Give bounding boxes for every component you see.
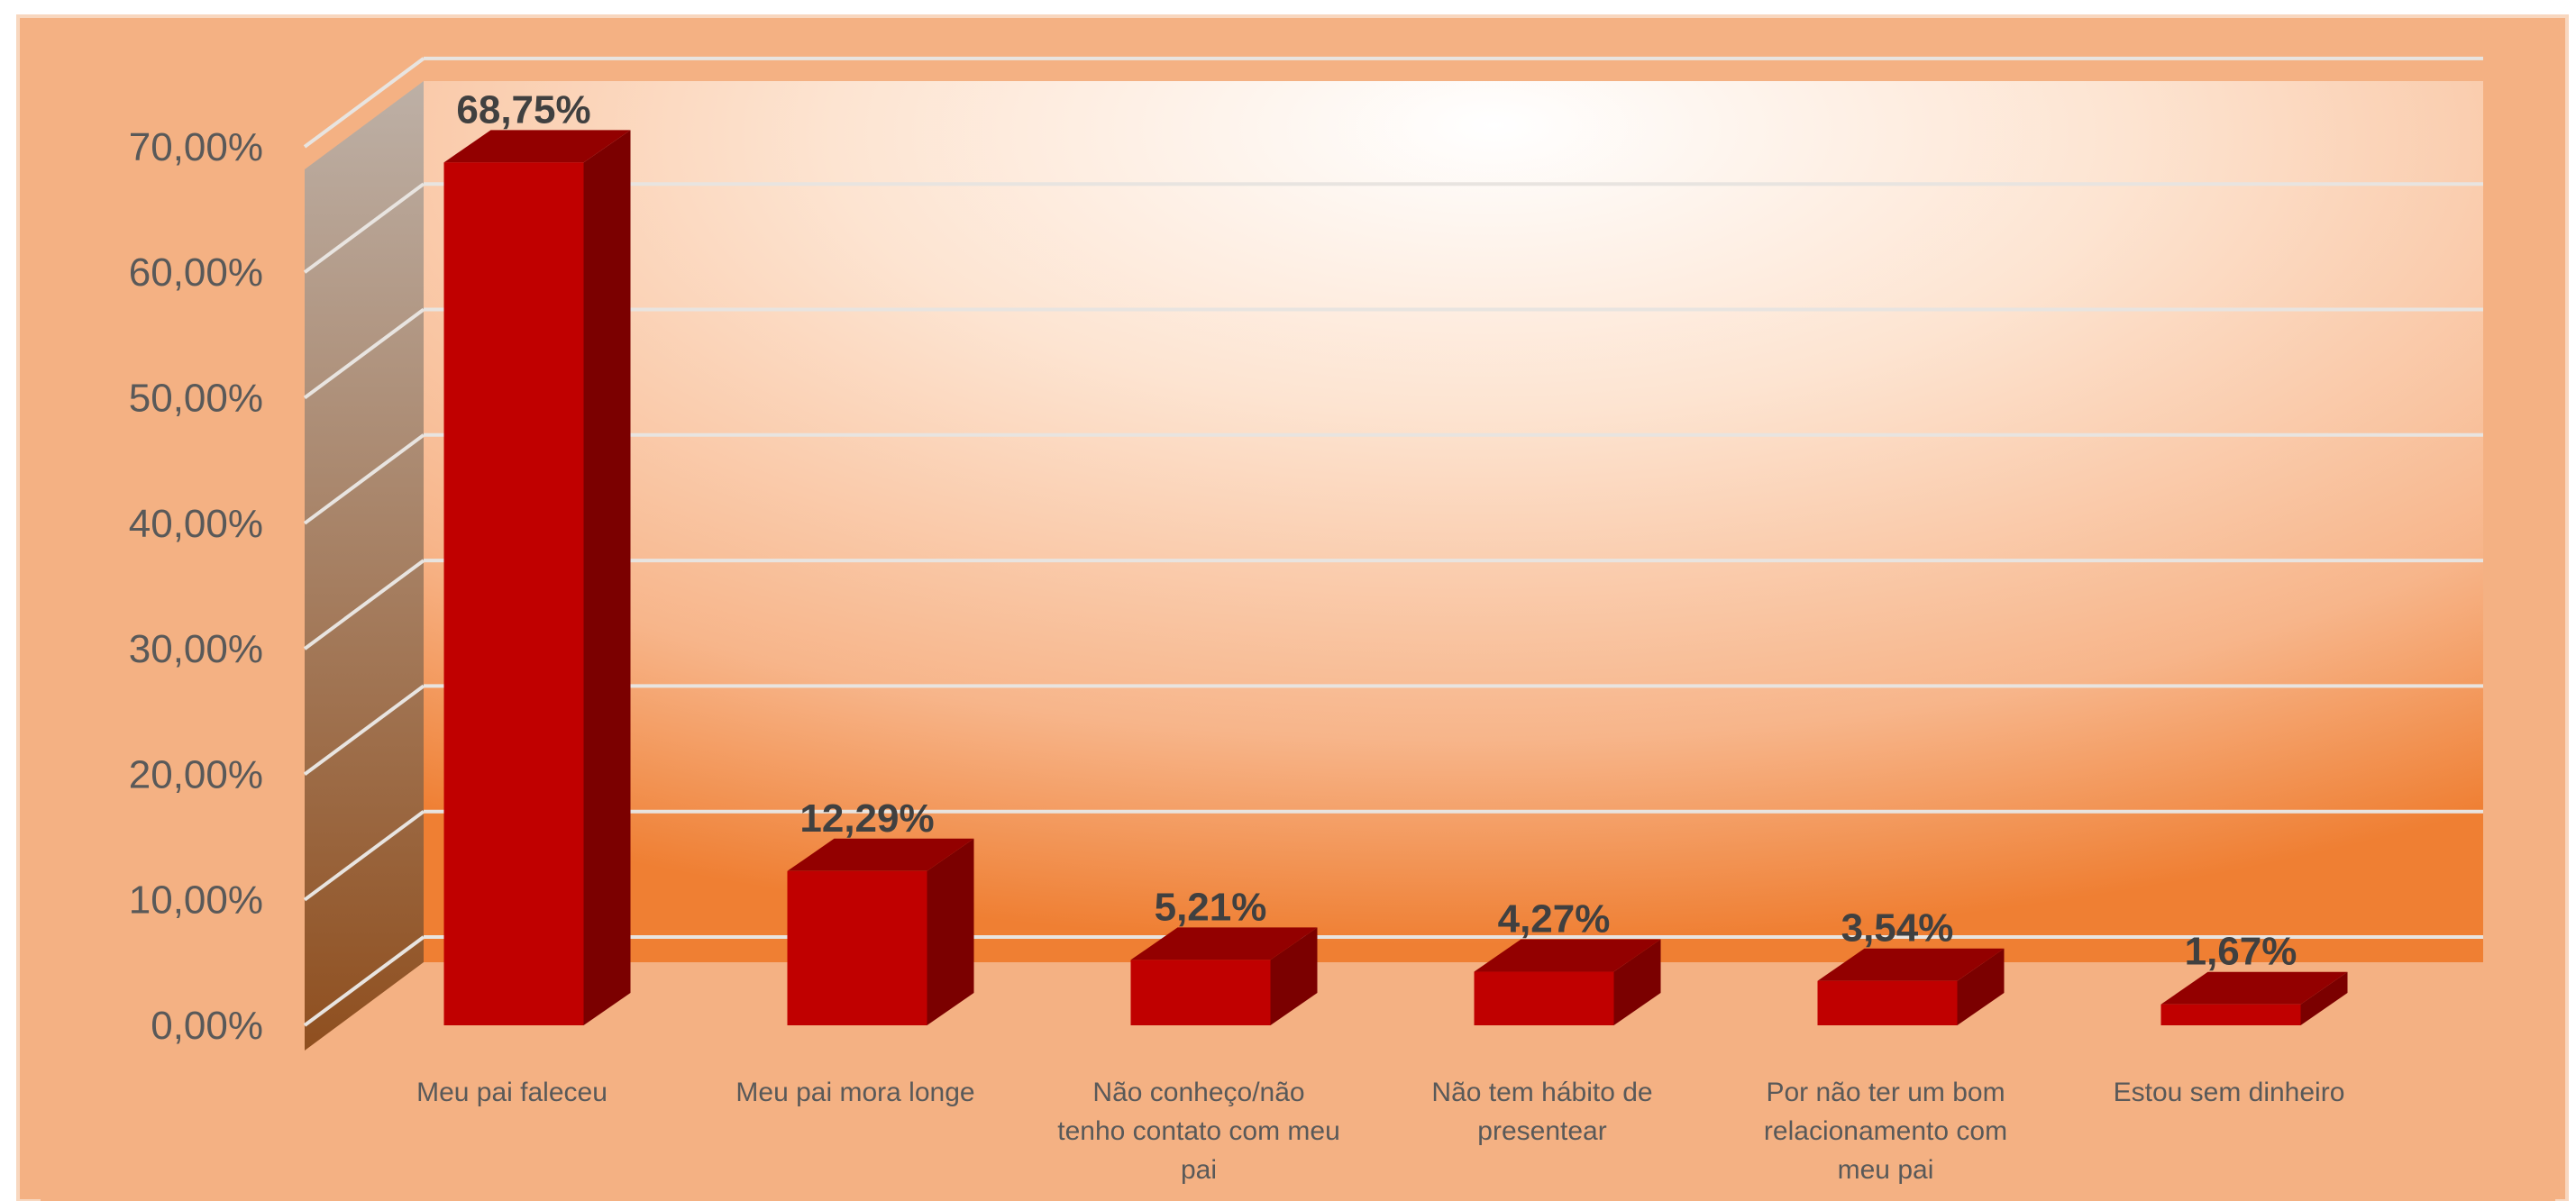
category-label: Não conheço/não tenho contato com meu pai: [1057, 1078, 1340, 1185]
y-tick-label: 30,00%: [129, 627, 263, 671]
bar-side: [1613, 939, 1661, 1025]
plot-back-wall: [424, 81, 2483, 962]
y-tick-label: 10,00%: [129, 878, 263, 923]
data-label: 4,27%: [1498, 897, 1611, 942]
gridlines: [303, 56, 2483, 1027]
data-label: 12,29%: [799, 796, 934, 841]
category-label: Por não ter um bom relacionamento com meu …: [1764, 1078, 2007, 1185]
category-label: Meu pai mora longe: [735, 1078, 974, 1107]
gridline-side: [303, 935, 425, 1027]
category-label: Estou sem dinheiro: [2114, 1078, 2345, 1107]
bar-front: [443, 162, 584, 1025]
bar-front: [2160, 1004, 2301, 1025]
gridline-side: [303, 57, 425, 149]
bar: [1130, 927, 1318, 1025]
category-label-line: tenho contato com meu: [1057, 1116, 1340, 1146]
category-label: Não tem hábito de presentear: [1431, 1078, 1652, 1146]
category-label-line: Não conheço/não: [1092, 1078, 1304, 1107]
category-label-line: pai: [1181, 1155, 1217, 1185]
category-label-line: Meu pai faleceu: [416, 1078, 607, 1107]
bar: [2160, 971, 2348, 1025]
y-tick-label: 40,00%: [129, 502, 263, 546]
y-tick-label: 60,00%: [129, 250, 263, 295]
y-tick-label: 0,00%: [151, 1004, 263, 1048]
y-tick-label: 50,00%: [129, 377, 263, 421]
x-axis-category-labels: Meu pai faleceu Meu pai mora longe Não con…: [416, 1078, 2344, 1185]
bar-top: [1474, 939, 1661, 972]
bar-front: [1817, 980, 1958, 1025]
category-label-line: meu pai: [1838, 1155, 1934, 1185]
gridline-side: [303, 684, 425, 777]
bar-top: [1817, 948, 2005, 981]
category-label-line: Por não ter um bom: [1766, 1078, 2005, 1107]
bar-front: [1130, 960, 1271, 1025]
y-axis-tick-labels: 0,00% 10,00% 20,00% 30,00% 40,00% 50,00% 60,00…: [129, 125, 263, 1048]
bar: [787, 838, 974, 1025]
gridline-side: [303, 433, 425, 525]
category-label-line: Meu pai mora longe: [735, 1078, 974, 1107]
bar: [443, 130, 631, 1025]
bar-front: [1474, 971, 1614, 1025]
data-labels: 68,75% 12,29% 5,21% 4,27% 3,54% 1,67%: [456, 87, 2297, 973]
data-label: 3,54%: [1841, 906, 1954, 951]
category-label-line: presentear: [1477, 1116, 1606, 1146]
bar: [1474, 939, 1661, 1025]
gridline-side: [303, 559, 425, 651]
category-label-line: relacionamento com: [1764, 1116, 2007, 1146]
category-label-line: Não tem hábito de: [1431, 1078, 1652, 1107]
bar-top: [1130, 927, 1318, 960]
bar-side: [2300, 971, 2348, 1025]
bar-top: [787, 838, 974, 871]
gridline-side: [303, 307, 425, 400]
category-label-line: Estou sem dinheiro: [2114, 1078, 2345, 1107]
plot-side-wall: [305, 81, 424, 1051]
category-label: Meu pai faleceu: [416, 1078, 607, 1107]
gridline-side: [303, 810, 425, 902]
data-label: 1,67%: [2185, 930, 2297, 974]
gridline-side: [303, 182, 425, 274]
y-tick-label: 70,00%: [129, 125, 263, 169]
bar-front: [787, 870, 927, 1025]
data-label: 68,75%: [456, 87, 590, 132]
bar-top: [443, 130, 631, 163]
bar-side: [1270, 927, 1318, 1025]
bars: [443, 130, 2348, 1025]
bar-top: [2160, 971, 2348, 1005]
bar: [1817, 948, 2005, 1025]
y-tick-label: 20,00%: [129, 752, 263, 796]
data-label: 5,21%: [1155, 885, 1267, 929]
bar-side: [1957, 948, 2005, 1025]
bar-side: [927, 838, 974, 1025]
bar-side: [583, 130, 631, 1025]
